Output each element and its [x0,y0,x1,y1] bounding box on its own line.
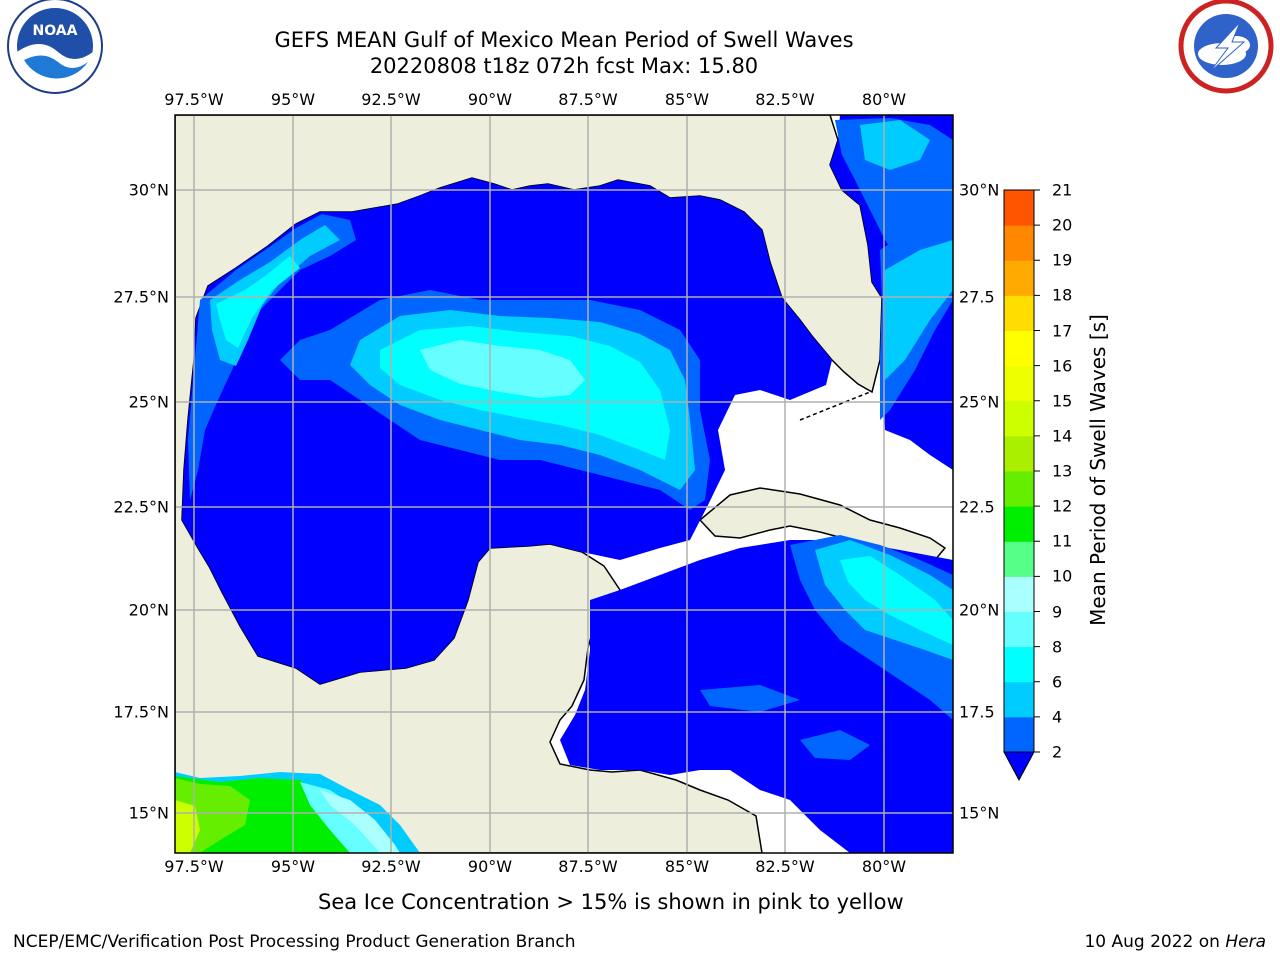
lat-label-right: 22.5 [959,497,995,517]
lat-label-left: 25°N [128,392,169,412]
chart-title: GEFS MEAN Gulf of Mexico Mean Period of … [274,28,854,52]
colorbar-segment [1004,506,1034,542]
nws-logo [1178,0,1274,94]
colorbar-segment [1004,611,1034,648]
noaa-logo: NOAA [7,0,103,94]
svg-text:NOAA: NOAA [33,23,78,39]
lon-label-bottom: 80°W [861,857,907,876]
lon-label-bottom: 87.5°W [558,857,618,876]
lat-label-left: 30°N [128,180,169,200]
colorbar-tick-label: 13 [1052,461,1073,481]
lat-label-left: 20°N [128,600,169,620]
colorbar-tick-label: 16 [1052,356,1073,376]
lon-label-bottom: 82.5°W [755,857,815,876]
lat-label-right: 27.5 [959,287,995,307]
lon-label-top: 90°W [467,90,513,109]
colorbar-tick-label: 10 [1052,566,1073,586]
colorbar-tick-label: 2 [1052,742,1063,762]
lon-label-top: 85°W [664,90,710,109]
colorbar-tick-label: 12 [1052,496,1073,516]
lat-label-left: 15°N [128,803,169,823]
colorbar-segment [1004,365,1034,402]
colorbar-tick-label: 17 [1052,321,1073,340]
colorbar-tick-label: 8 [1052,637,1063,657]
colorbar-segment [1004,646,1034,683]
colorbar-segment [1004,471,1034,507]
lon-label-top: 80°W [861,90,907,109]
colorbar-segment [1004,225,1034,261]
colorbar-tick-label: 15 [1052,391,1073,411]
colorbar-tick-label: 19 [1052,250,1073,270]
lon-label-top: 95°W [270,90,316,109]
lat-label-left: 17.5°N [113,702,169,722]
colorbar-tick-label: 14 [1052,426,1073,446]
date-text: 10 Aug 2022 on [1084,932,1220,952]
colorbar-title: Mean Period of Swell Waves [s] [1086,314,1110,626]
colorbar-tick-label: 4 [1052,707,1063,727]
colorbar-tick-label: 6 [1052,672,1063,692]
lon-label-top: 82.5°W [755,90,815,109]
lat-label-right: 25°N [959,392,1000,412]
colorbar-segment [1004,400,1034,437]
colorbar-segment [1004,681,1034,718]
lon-label-bottom: 90°W [467,857,513,876]
lat-label-left: 22.5°N [113,497,169,517]
colorbar-segment [1004,541,1034,577]
lon-label-bottom: 95°W [270,857,316,876]
map-frame [174,114,954,854]
swell-period-field [175,115,953,853]
lat-label-right: 20°N [959,600,1000,620]
chart-subtitle: 20220808 t18z 072h fcst Max: 15.80 [369,54,759,78]
colorbar-segment [1004,435,1034,472]
colorbar-extend-arrow [1003,751,1035,782]
colorbar-tick-label: 21 [1052,180,1073,200]
lon-label-bottom: 85°W [664,857,710,876]
lat-label-right: 17.5 [959,702,995,722]
graticule [175,115,953,853]
date-line: 10 Aug 2022 on Hera [1084,932,1266,952]
colorbar-tick-label: 11 [1052,531,1073,551]
map-area [175,115,953,853]
colorbar-segment [1004,295,1034,331]
lon-label-bottom: 92.5°W [361,857,421,876]
colorbar-segment [1004,716,1034,753]
sea-ice-note: Sea Ice Concentration > 15% is shown in … [318,890,904,914]
lat-label-left: 27.5°N [113,287,169,307]
colorbar-tick-label: 18 [1052,285,1073,305]
colorbar [1003,189,1040,782]
lon-label-top: 87.5°W [558,90,618,109]
credit-line: NCEP/EMC/Verification Post Processing Pr… [13,932,576,952]
lat-label-right: 15°N [959,803,1000,823]
colorbar-tick-label: 9 [1052,602,1063,621]
machine-name: Hera [1225,932,1266,952]
lon-label-top: 97.5°W [164,90,224,109]
colorbar-segment [1004,190,1034,226]
colorbar-segment [1004,260,1034,296]
lon-label-bottom: 97.5°W [164,857,224,876]
lat-label-right: 30°N [959,180,1000,200]
colorbar-segment [1004,576,1034,612]
colorbar-tick-label: 20 [1052,215,1073,235]
colorbar-segment [1004,330,1034,367]
lon-label-top: 92.5°W [361,90,421,109]
